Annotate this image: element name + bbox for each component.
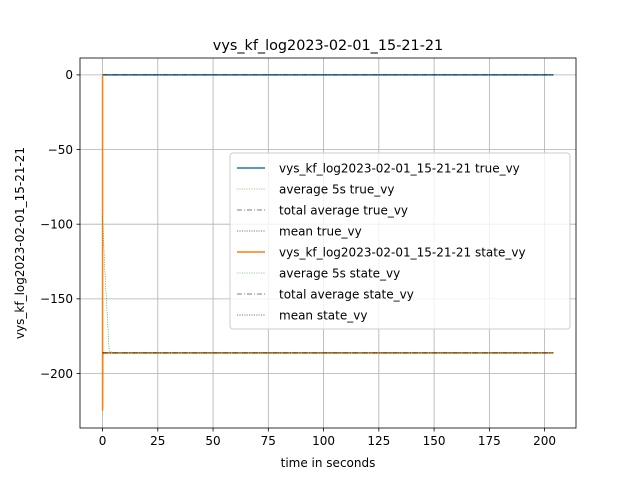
y-tick-label: −50 — [48, 143, 73, 157]
series-layer — [101, 74, 554, 411]
legend-label: total average true_vy — [279, 203, 408, 217]
x-tick-label: 50 — [205, 434, 220, 448]
legend-box — [229, 152, 571, 330]
y-tick-label: −200 — [40, 367, 73, 381]
x-tick-label: 100 — [312, 434, 335, 448]
x-tick-label: 25 — [150, 434, 165, 448]
y-axis-label: vys_kf_log2023-02-01_15-21-21 — [13, 147, 27, 339]
chart-title: vys_kf_log2023-02-01_15-21-21 — [213, 38, 443, 54]
legend-label: average 5s state_vy — [279, 266, 400, 280]
legend-label: total average state_vy — [279, 287, 414, 301]
legend: vys_kf_log2023-02-01_15-21-21 true_vyave… — [229, 152, 571, 330]
x-tick-label: 150 — [423, 434, 446, 448]
x-tick-label: 200 — [533, 434, 556, 448]
y-tick-label: −150 — [40, 292, 73, 306]
x-axis-label: time in seconds — [281, 456, 376, 470]
legend-label: mean true_vy — [279, 224, 362, 238]
y-tick-label: −100 — [40, 217, 73, 231]
legend-label: vys_kf_log2023-02-01_15-21-21 true_vy — [279, 161, 520, 175]
legend-label: mean state_vy — [279, 308, 367, 322]
legend-items: vys_kf_log2023-02-01_15-21-21 true_vyave… — [237, 161, 526, 322]
x-tick-label: 125 — [367, 434, 390, 448]
x-tick-label: 75 — [261, 434, 276, 448]
y-tick-label: 0 — [65, 68, 73, 82]
x-tick-label: 0 — [99, 434, 107, 448]
legend-label: average 5s true_vy — [279, 182, 394, 196]
axis-ticks: 0 25 50 75 100 125 150 175 200 0 −50 −100 −150 −200 — [40, 68, 556, 448]
legend-label: vys_kf_log2023-02-01_15-21-21 state_vy — [279, 245, 526, 259]
x-tick-label: 175 — [478, 434, 501, 448]
plot-frame — [79, 57, 577, 429]
